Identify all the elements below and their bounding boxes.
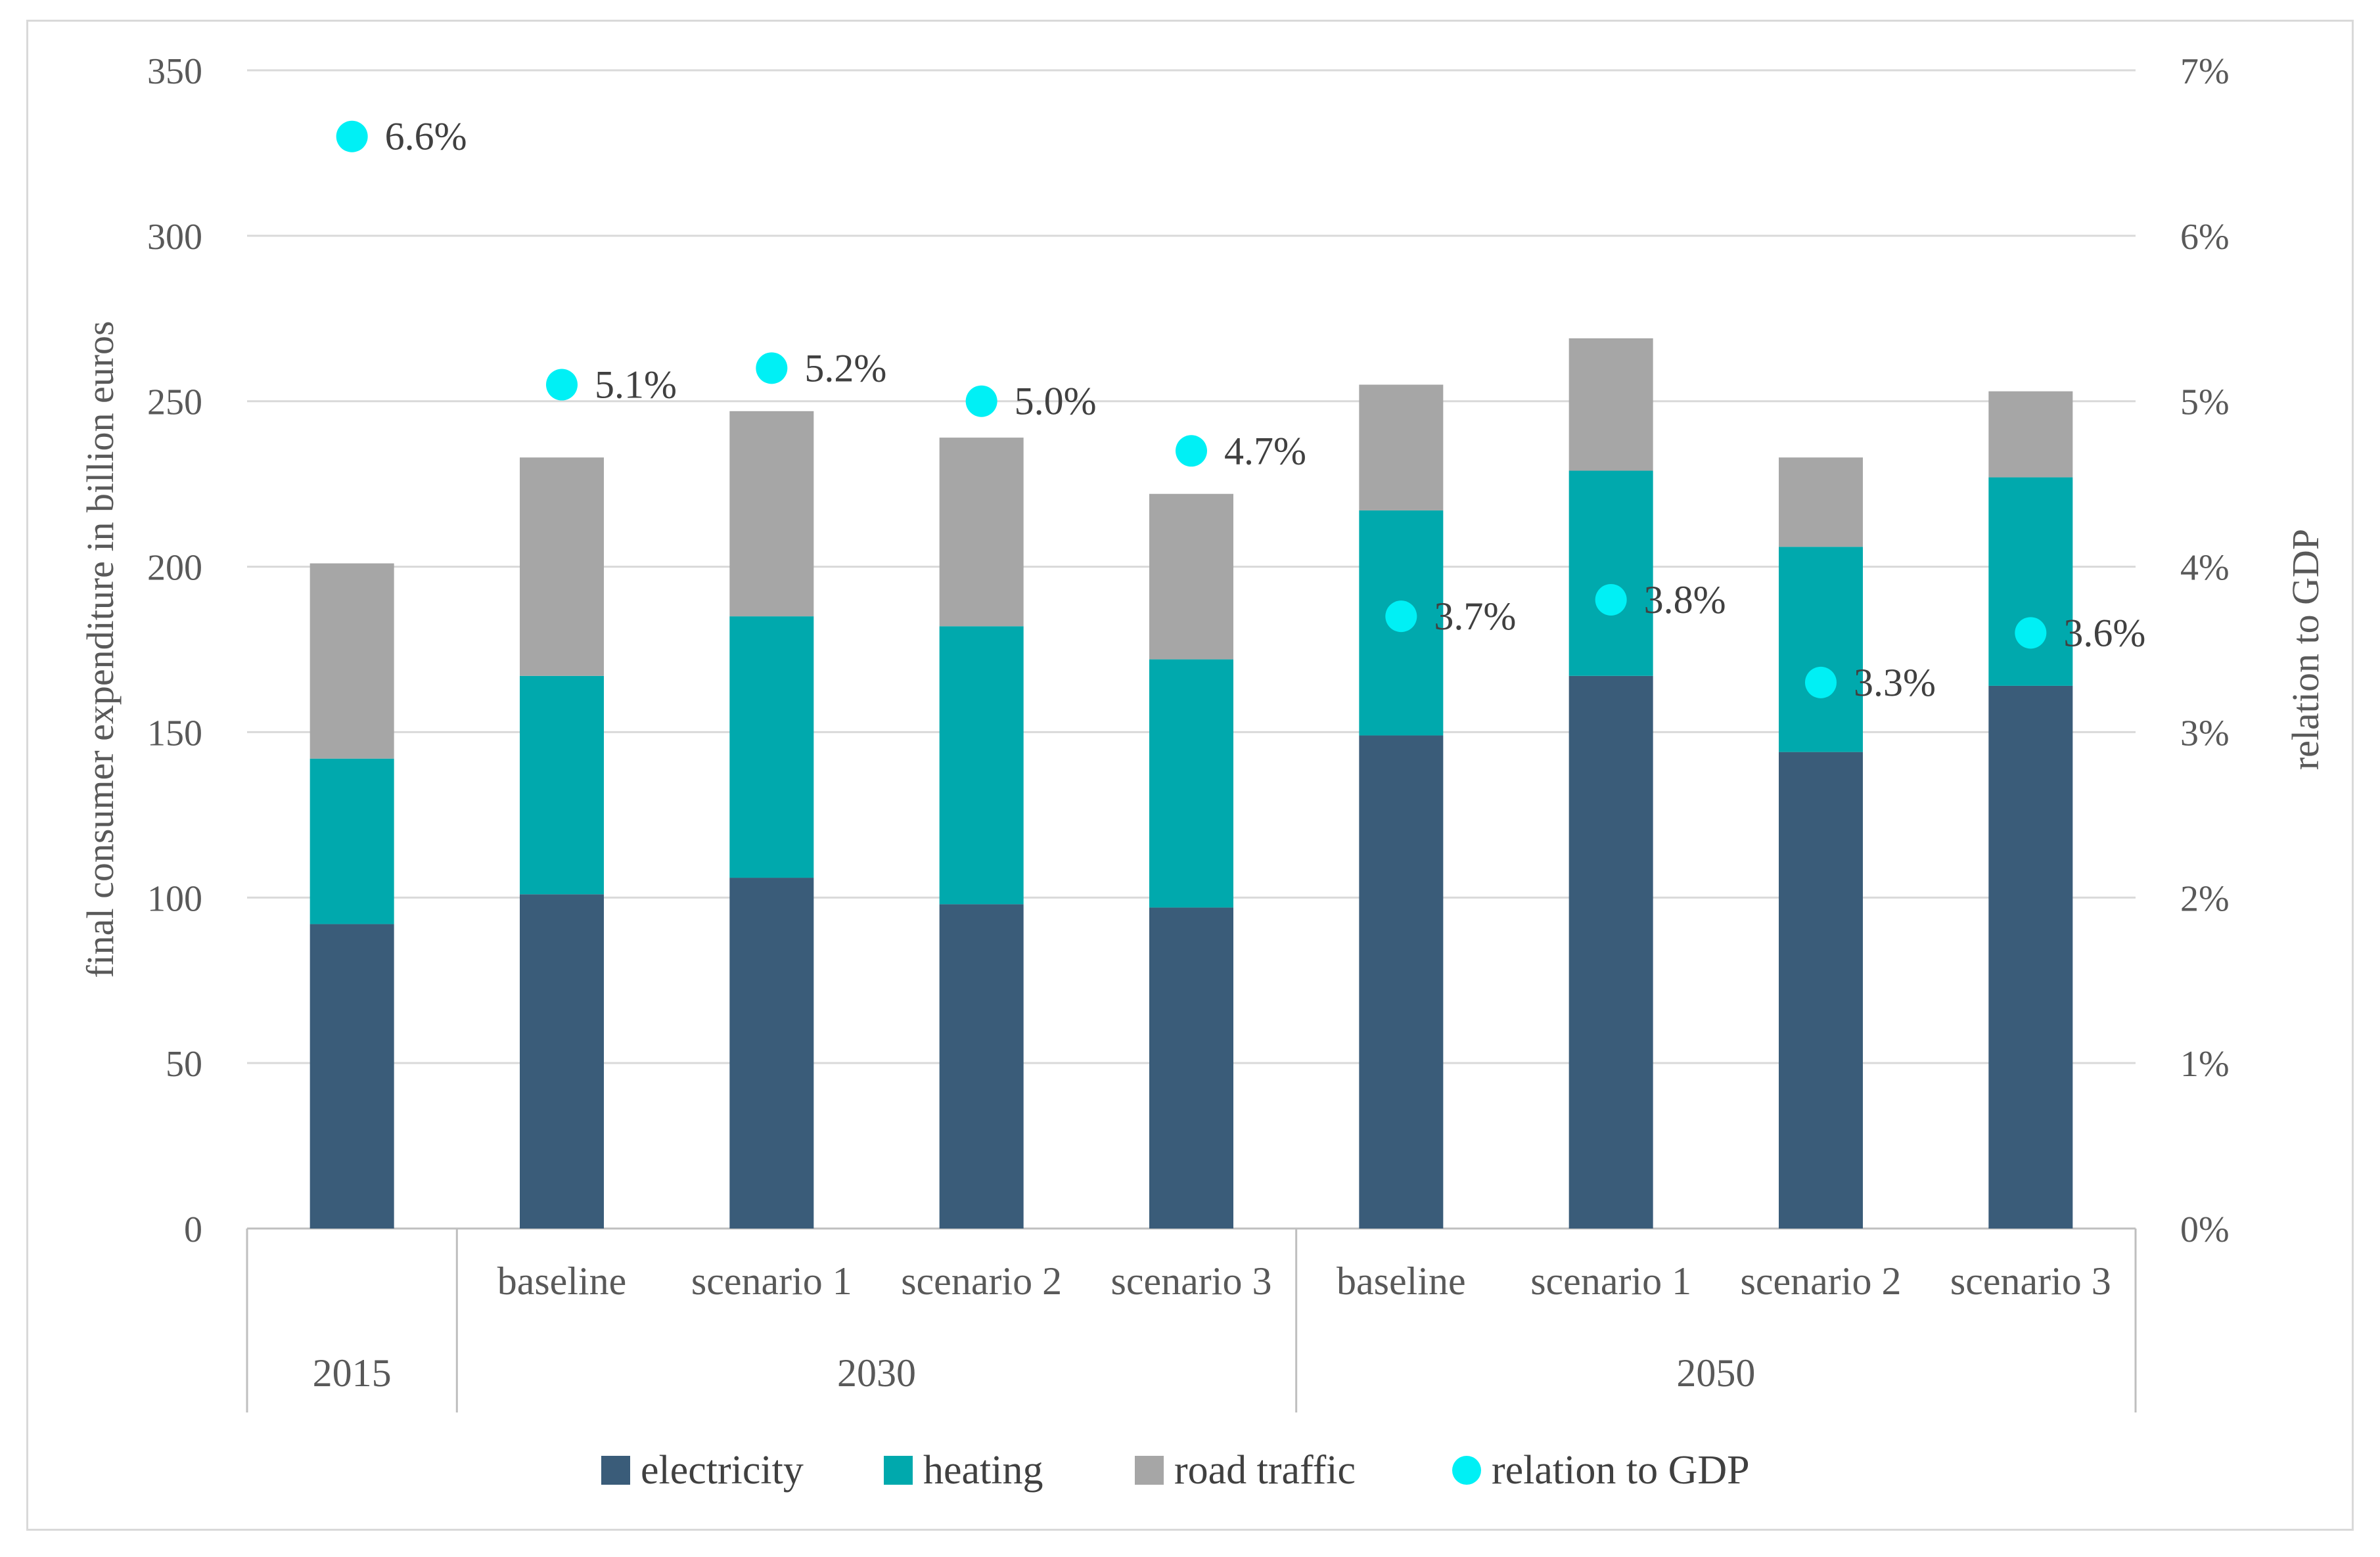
legend-swatch: [1135, 1456, 1164, 1485]
gdp-data-label: 4.7%: [1224, 429, 1306, 472]
y-tick-label: 0: [184, 1209, 202, 1250]
bar-heating: [1988, 477, 2073, 686]
category-label: scenario 1: [691, 1259, 852, 1303]
bar-heating: [520, 675, 604, 895]
group-label: 2030: [837, 1351, 916, 1395]
y-axis-title: final consumer expenditure in billion eu…: [79, 321, 122, 978]
bar-road-traffic: [520, 457, 604, 676]
legend-swatch: [601, 1456, 630, 1485]
bar-electricity: [1779, 752, 1863, 1229]
gdp-data-label: 5.0%: [1015, 380, 1097, 423]
bar-heating: [939, 626, 1024, 905]
y2-tick-label: 5%: [2180, 382, 2230, 423]
bar-road-traffic: [1779, 457, 1863, 547]
y-tick-label: 300: [147, 217, 202, 258]
y-tick-label: 100: [147, 878, 202, 919]
bar-road-traffic: [939, 438, 1024, 627]
gdp-data-label: 3.6%: [2063, 611, 2145, 654]
y-tick-label: 50: [166, 1044, 202, 1085]
group-label: 2015: [313, 1351, 392, 1395]
bar-road-traffic: [1149, 493, 1233, 660]
bar-road-traffic: [729, 411, 814, 617]
y2-tick-label: 4%: [2180, 548, 2230, 589]
category-label: scenario 2: [1741, 1259, 1902, 1303]
y-tick-label: 200: [147, 548, 202, 589]
category-label: baseline: [497, 1259, 627, 1303]
category-label: scenario 1: [1530, 1259, 1691, 1303]
gdp-point: [1385, 600, 1417, 633]
bar-electricity: [520, 894, 604, 1229]
gdp-point: [965, 385, 997, 417]
category-label: baseline: [1337, 1259, 1466, 1303]
gdp-point: [1595, 583, 1627, 616]
y2-axis-title: relation to GDP: [2284, 529, 2327, 770]
gdp-data-label: 6.6%: [385, 115, 467, 158]
bar-heating: [729, 616, 814, 878]
category-label: scenario 3: [1950, 1259, 2111, 1303]
gdp-point: [1805, 666, 1837, 698]
y2-tick-label: 3%: [2180, 713, 2230, 754]
bar-road-traffic: [1568, 338, 1653, 471]
bar-heating: [1779, 547, 1863, 752]
bar-electricity: [939, 904, 1024, 1229]
bar-electricity: [729, 878, 814, 1229]
bar-electricity: [1149, 907, 1233, 1229]
y-tick-label: 150: [147, 713, 202, 754]
gdp-point: [546, 369, 578, 401]
legend-label: relation to GDP: [1492, 1448, 1750, 1493]
legend-label: road traffic: [1174, 1448, 1356, 1493]
y-tick-label: 250: [147, 382, 202, 423]
y2-tick-label: 0%: [2180, 1209, 2230, 1250]
group-label: 2050: [1676, 1351, 1755, 1395]
gdp-point: [336, 120, 368, 152]
category-label: scenario 2: [901, 1259, 1062, 1303]
gdp-data-label: 3.8%: [1644, 578, 1726, 621]
bar-heating: [309, 758, 394, 924]
y2-tick-label: 1%: [2180, 1044, 2230, 1085]
bar-electricity: [1568, 675, 1653, 1229]
y2-tick-label: 6%: [2180, 217, 2230, 258]
bar-road-traffic: [309, 563, 394, 759]
bar-road-traffic: [1988, 391, 2073, 478]
gdp-point: [2015, 617, 2047, 649]
legend-label: heating: [923, 1448, 1043, 1493]
legend-label: electricity: [641, 1448, 804, 1493]
y-tick-label: 350: [147, 51, 202, 92]
category-label: scenario 3: [1111, 1259, 1272, 1303]
bar-electricity: [1988, 685, 2073, 1229]
bar-heating: [1149, 659, 1233, 908]
gdp-data-label: 5.2%: [804, 346, 886, 390]
bar-electricity: [1359, 735, 1444, 1229]
bar-electricity: [309, 924, 394, 1229]
legend-swatch: [884, 1456, 913, 1485]
gdp-point: [1176, 435, 1207, 467]
legend-swatch: [1452, 1456, 1481, 1485]
bar-road-traffic: [1359, 384, 1444, 510]
gdp-data-label: 3.7%: [1434, 595, 1516, 638]
y2-tick-label: 2%: [2180, 878, 2230, 919]
gdp-data-label: 3.3%: [1854, 661, 1936, 704]
gdp-point: [756, 352, 788, 384]
bar-heating: [1568, 470, 1653, 676]
y2-tick-label: 7%: [2180, 51, 2230, 92]
gdp-data-label: 5.1%: [595, 363, 677, 407]
